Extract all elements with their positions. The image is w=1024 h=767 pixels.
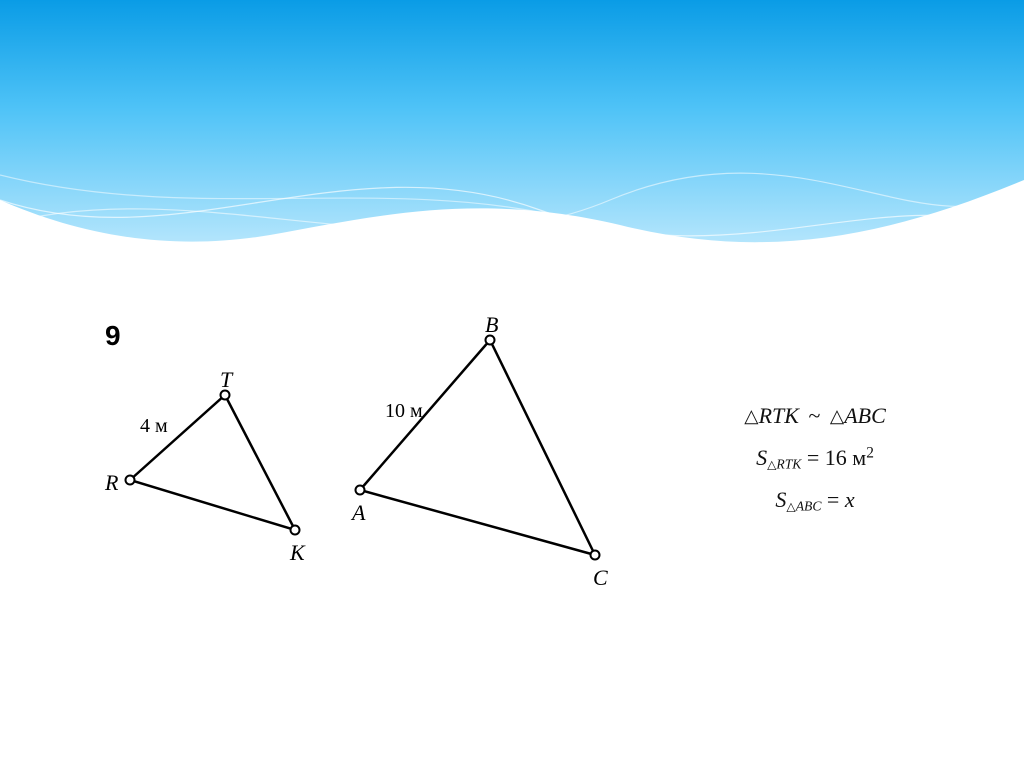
vertex-label-c: C <box>593 565 608 591</box>
vertex-label-r: R <box>105 470 118 496</box>
vertex-label-k: K <box>290 540 305 566</box>
problem-number: 9 <box>105 320 121 352</box>
wave-banner <box>0 0 1024 280</box>
edge-label-ab: 10 м <box>385 400 423 423</box>
area-rtk: S△RTK = 16 м2 <box>690 437 940 479</box>
vertex-label-a: A <box>352 500 365 526</box>
given-conditions: △RTK ~ △ABC S△RTK = 16 м2 S△ABC = x <box>690 395 940 520</box>
area-abc: S△ABC = x <box>690 479 940 521</box>
similarity-statement: △RTK ~ △ABC <box>690 395 940 437</box>
edge-label-rt: 4 м <box>140 415 168 438</box>
vertex-label-t: T <box>220 367 232 393</box>
vertex-label-b: B <box>485 312 498 338</box>
